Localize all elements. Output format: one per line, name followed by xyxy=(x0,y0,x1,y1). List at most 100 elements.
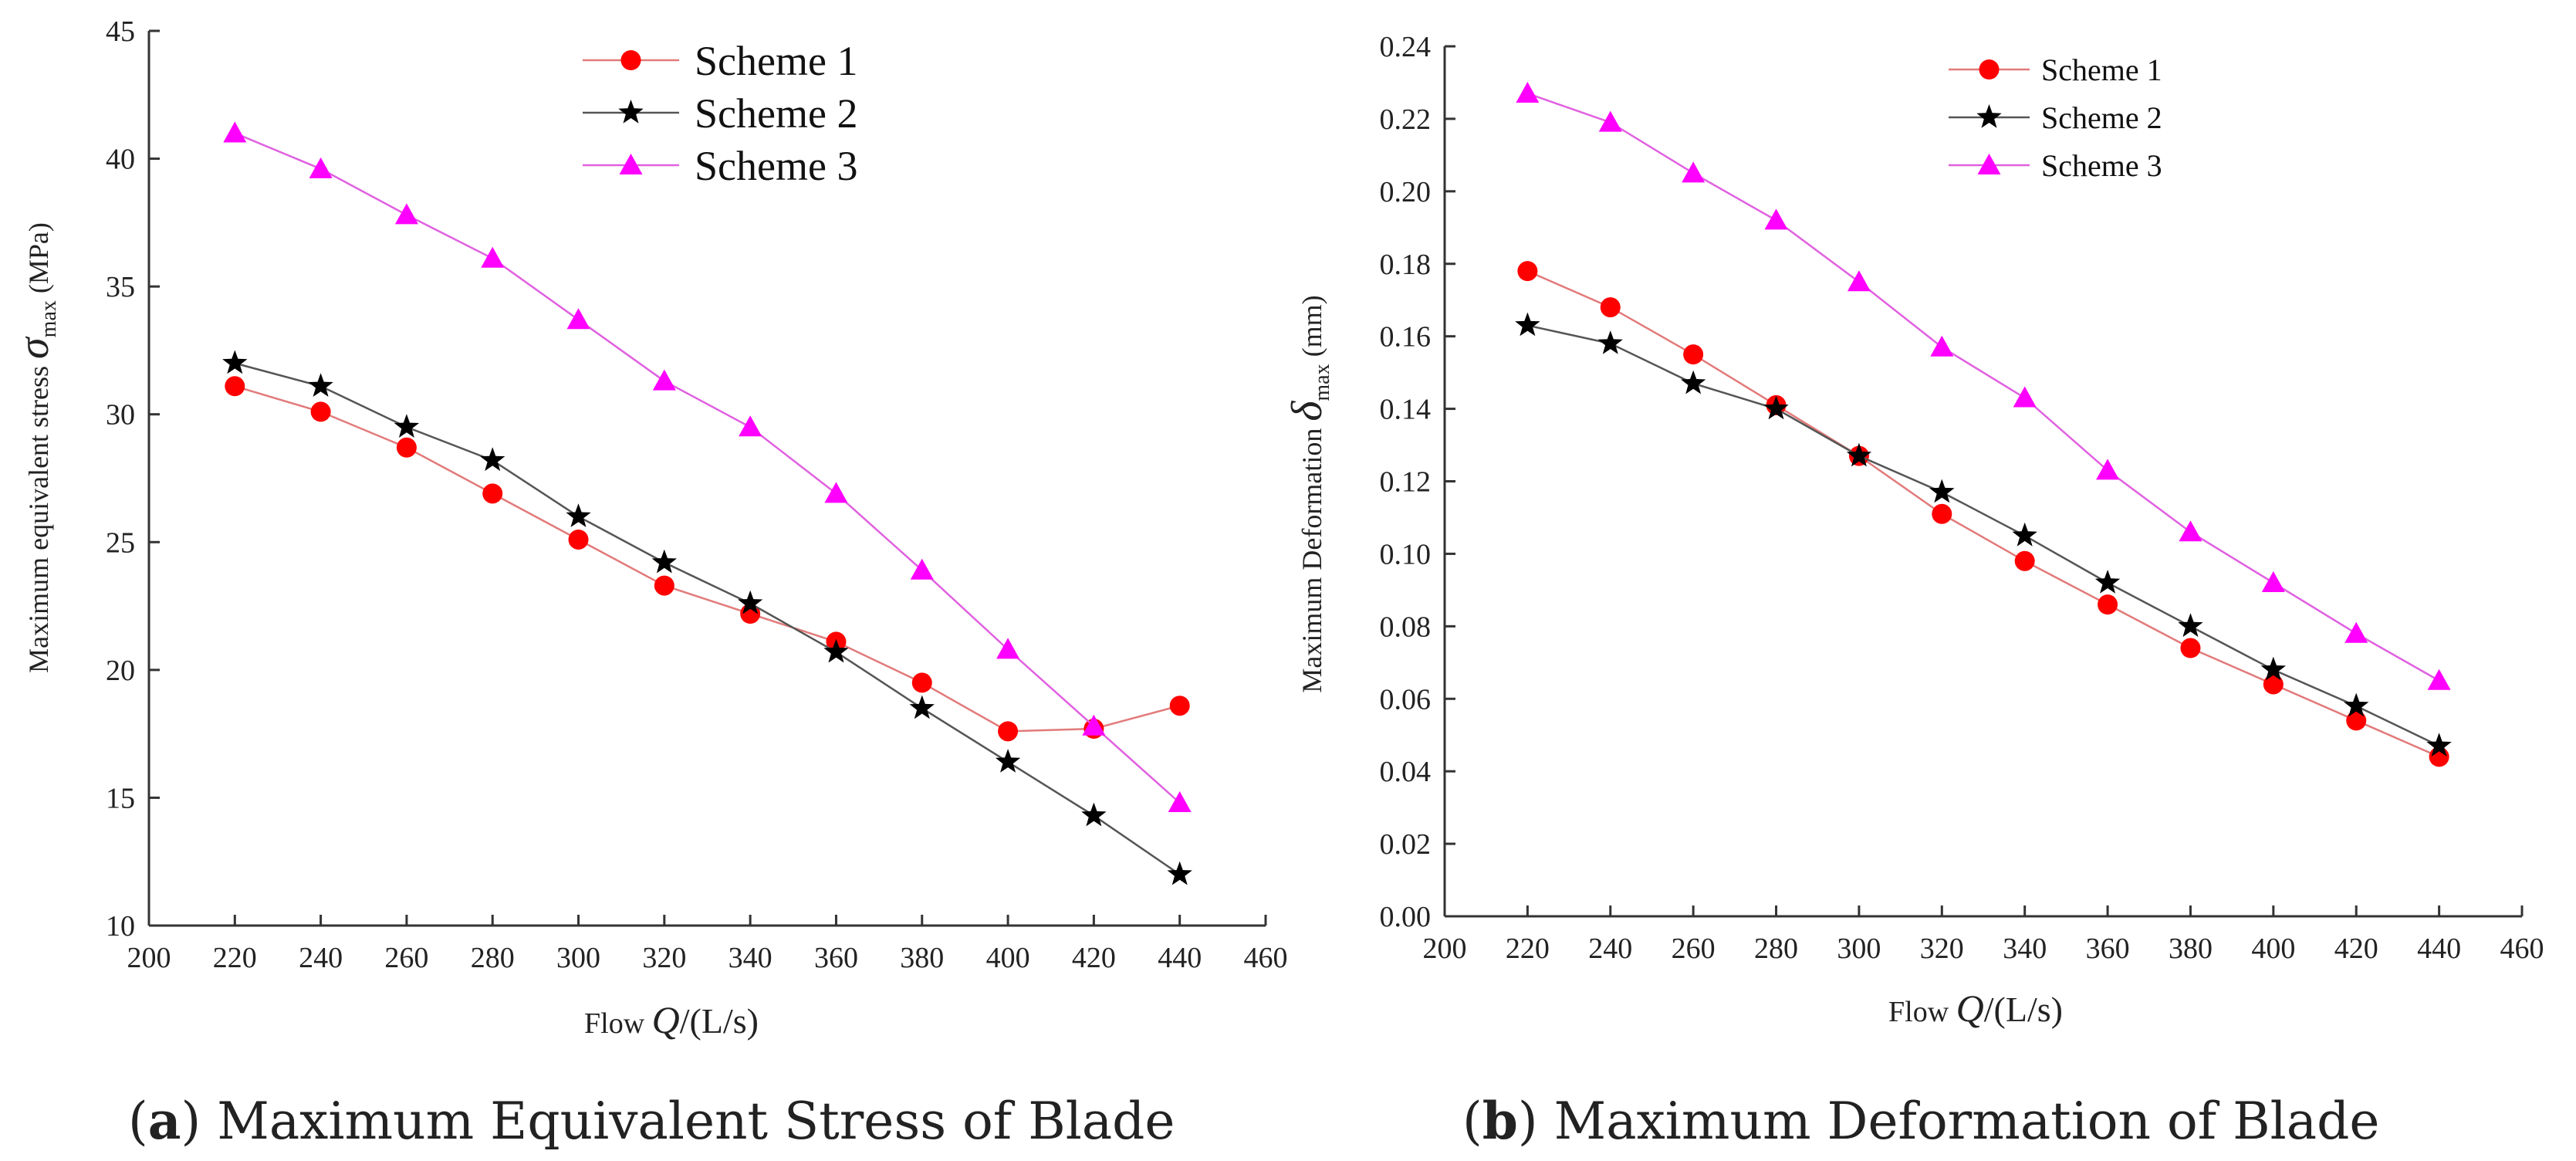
legend-marker xyxy=(1979,59,2000,80)
data-point xyxy=(1597,330,1623,354)
caption-paren-open: ( xyxy=(128,1092,148,1151)
data-point xyxy=(1082,714,1106,736)
legend-label: Scheme 2 xyxy=(2041,100,2162,135)
y-axis-label-text: Maximum Deformation xyxy=(1296,421,1327,693)
data-point xyxy=(652,369,676,391)
y-tick-label: 25 xyxy=(106,526,135,559)
x-tick-label: 280 xyxy=(1754,933,1798,965)
data-point xyxy=(2344,621,2368,643)
y-tick-label: 0.24 xyxy=(1380,31,1432,63)
y-axis-label-sub: max xyxy=(37,300,61,337)
legend-marker xyxy=(1977,154,2001,174)
x-axis-label-unit: /(L/s) xyxy=(1984,990,2063,1029)
legend-label: Scheme 3 xyxy=(695,143,857,189)
data-point xyxy=(1847,270,1871,292)
data-point xyxy=(1683,344,1704,365)
y-tick-label: 0.00 xyxy=(1380,901,1432,933)
y-tick-label: 0.04 xyxy=(1380,756,1432,788)
data-point xyxy=(1929,479,1955,503)
x-tick-label: 420 xyxy=(1072,942,1116,974)
caption-label: b xyxy=(1482,1091,1518,1151)
data-point xyxy=(2179,520,2202,542)
y-axis-label-text: Maximum equivalent stress xyxy=(23,359,54,673)
data-point xyxy=(2012,522,2037,547)
data-point xyxy=(396,437,417,458)
x-tick-label: 320 xyxy=(1920,933,1964,965)
data-point xyxy=(739,415,762,437)
data-point xyxy=(310,401,331,422)
data-point xyxy=(823,638,849,663)
data-point xyxy=(482,483,503,504)
data-point xyxy=(738,590,763,614)
data-point xyxy=(996,638,1020,659)
y-axis-label-symbol: δ xyxy=(1283,401,1331,421)
data-point xyxy=(1516,82,1540,103)
data-point xyxy=(911,672,932,693)
y-tick-label: 0.02 xyxy=(1380,828,1432,861)
legend-marker xyxy=(619,154,643,174)
y-tick-label: 40 xyxy=(106,144,135,176)
data-point xyxy=(2260,656,2286,681)
data-point xyxy=(2263,674,2284,695)
x-tick-label: 460 xyxy=(1244,942,1288,974)
x-tick-label: 200 xyxy=(1423,933,1467,965)
y-tick-label: 0.16 xyxy=(1380,321,1432,354)
legend-marker xyxy=(618,100,644,124)
x-tick-label: 460 xyxy=(2500,933,2544,965)
legend-label: Scheme 1 xyxy=(2041,52,2162,87)
y-axis-label-symbol: σ xyxy=(10,336,58,359)
data-point xyxy=(1167,861,1192,885)
y-axis-label: Maximum equivalent stress σmax (MPa) xyxy=(10,222,61,673)
y-tick-label: 15 xyxy=(106,782,135,814)
data-point xyxy=(2098,594,2118,615)
series-line xyxy=(1527,324,2440,747)
x-tick-label: 360 xyxy=(814,942,858,974)
legend-marker xyxy=(620,50,641,70)
y-tick-label: 0.12 xyxy=(1380,466,1432,499)
figure-caption: (a) Maximum Equivalent Stress of Blade xyxy=(128,1091,1175,1151)
data-point xyxy=(909,695,935,719)
x-tick-label: 320 xyxy=(642,942,686,974)
series-line xyxy=(234,362,1181,875)
data-point xyxy=(309,157,333,178)
y-axis-label-unit: (mm) xyxy=(1296,295,1327,364)
data-point xyxy=(998,721,1019,742)
data-point xyxy=(1846,442,1872,467)
x-tick-label: 240 xyxy=(299,942,343,974)
x-tick-label: 260 xyxy=(384,942,428,974)
data-point xyxy=(2096,459,2120,480)
data-point xyxy=(1681,370,1706,394)
data-point xyxy=(2178,613,2203,638)
legend-marker xyxy=(1976,104,2002,128)
data-point xyxy=(2261,570,2285,592)
y-tick-label: 20 xyxy=(106,655,135,687)
data-point xyxy=(1932,503,1952,524)
data-point xyxy=(1930,335,1954,357)
x-axis-label-var: Q xyxy=(652,998,680,1041)
data-point xyxy=(2013,386,2037,408)
series-line xyxy=(1526,269,2440,758)
legend-label: Scheme 1 xyxy=(695,38,857,84)
data-point xyxy=(1515,312,1540,337)
data-point xyxy=(1764,208,1788,230)
x-tick-label: 240 xyxy=(1588,933,1632,965)
data-point xyxy=(1682,161,1706,183)
x-tick-label: 380 xyxy=(900,942,944,974)
x-axis-label-var: Q xyxy=(1956,987,1984,1030)
data-point xyxy=(2346,710,2367,731)
x-tick-label: 340 xyxy=(729,942,772,974)
x-tick-label: 280 xyxy=(471,942,515,974)
y-tick-label: 0.18 xyxy=(1380,249,1432,281)
x-tick-label: 300 xyxy=(556,942,600,974)
data-point xyxy=(2426,733,2452,757)
y-axis-label-sub: max xyxy=(1310,364,1334,401)
chart-b-deformation: 200 220 240 260 280 300 320 340 360 380 400 420 440 4… xyxy=(1283,31,2544,1151)
data-point xyxy=(566,308,590,330)
x-axis-label: Flow Q/(L/s) xyxy=(584,998,759,1041)
data-point xyxy=(2427,669,2451,690)
y-tick-label: 35 xyxy=(106,271,135,303)
x-tick-label: 400 xyxy=(2251,933,2295,965)
data-point xyxy=(222,350,248,374)
y-tick-label: 0.08 xyxy=(1380,611,1432,643)
data-point xyxy=(910,558,934,580)
